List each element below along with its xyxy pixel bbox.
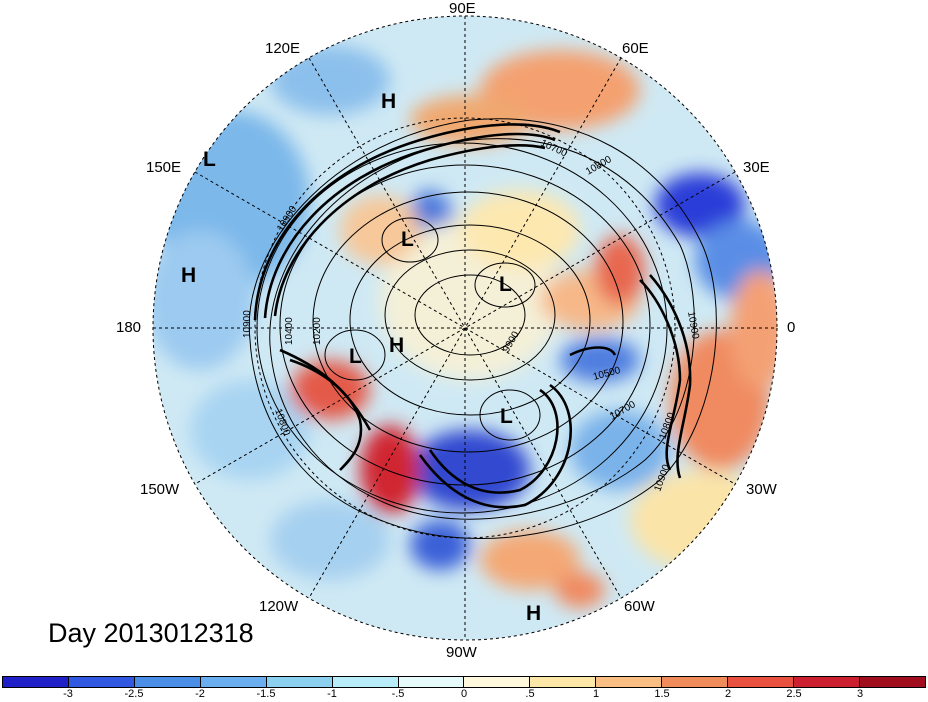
- colorbar-tick-label: -2.5: [124, 688, 144, 700]
- contour-label: 10900: [685, 311, 701, 341]
- colorbar-cell: [595, 677, 662, 687]
- contour-label: 10200: [312, 317, 323, 345]
- colorbar-tick-label: 0: [460, 688, 468, 700]
- colorbar-cell: [661, 677, 728, 687]
- lon-label-150e: 150E: [146, 159, 182, 176]
- low-pressure-marker: L: [349, 345, 362, 368]
- colorbar-cell: [529, 677, 596, 687]
- lon-label-180: 180: [116, 319, 142, 336]
- colorbar-cell: [858, 677, 925, 687]
- date-title: Day 2013012318: [48, 618, 254, 648]
- colorbar-tick-label: .5: [525, 688, 535, 700]
- colorbar-tick-label: 2.5: [786, 688, 802, 700]
- lon-label-60w: 60W: [624, 598, 655, 615]
- low-pressure-marker: L: [500, 405, 513, 428]
- height-contours: [248, 118, 717, 540]
- lon-label-120w: 120W: [259, 598, 299, 615]
- colorbar-cell: [331, 677, 398, 687]
- colorbar-tick-label: -1: [327, 688, 337, 700]
- low-pressure-marker: L: [499, 273, 512, 296]
- lon-label-0: 0: [787, 319, 796, 336]
- map-boundary: [152, 15, 778, 641]
- lon-label-60e: 60E: [622, 40, 649, 57]
- colorbar-cell: [3, 677, 68, 687]
- colorbar-cell: [793, 677, 859, 687]
- lon-label-120e: 120E: [265, 40, 301, 57]
- lon-label-30e: 30E: [743, 159, 770, 176]
- contour-label: 10900: [242, 310, 253, 338]
- jet-contours: [253, 123, 692, 509]
- low-pressure-marker: L: [401, 228, 414, 251]
- colorbar-tick-label: -1.5: [256, 688, 276, 700]
- colorbar-cell: [67, 677, 134, 687]
- lon-label-150w: 150W: [140, 481, 180, 498]
- high-pressure-marker: H: [381, 90, 397, 113]
- colorbar-tick-label: 2: [724, 688, 732, 700]
- lon-label-90w: 90W: [446, 644, 477, 661]
- colorbar-tick-label: -2: [195, 688, 205, 700]
- colorbar-cell: [133, 677, 200, 687]
- colorbar-cell: [463, 677, 530, 687]
- contour-label: 10400: [284, 317, 295, 345]
- colorbar-cell: [727, 677, 794, 687]
- colorbar-tick-label: 1: [592, 688, 600, 700]
- graticule: [153, 16, 777, 640]
- high-pressure-marker: H: [389, 334, 405, 357]
- colorbar-cell: [265, 677, 332, 687]
- anomaly-field: [153, 16, 777, 640]
- colorbar-tick-label: -.5: [391, 688, 405, 700]
- low-pressure-marker: L: [203, 148, 216, 171]
- lon-label-30w: 30W: [746, 481, 777, 498]
- high-pressure-marker: H: [181, 264, 197, 287]
- colorbar-tick-label: 3: [856, 688, 864, 700]
- colorbar-tick-label: -3: [63, 688, 73, 700]
- colorbar-cell: [397, 677, 464, 687]
- colorbar-cell: [199, 677, 266, 687]
- colorbar: [2, 676, 926, 688]
- lon-label-90e: 90E: [449, 0, 476, 17]
- high-pressure-marker: H: [526, 602, 542, 625]
- colorbar-tick-label: 1.5: [654, 688, 670, 700]
